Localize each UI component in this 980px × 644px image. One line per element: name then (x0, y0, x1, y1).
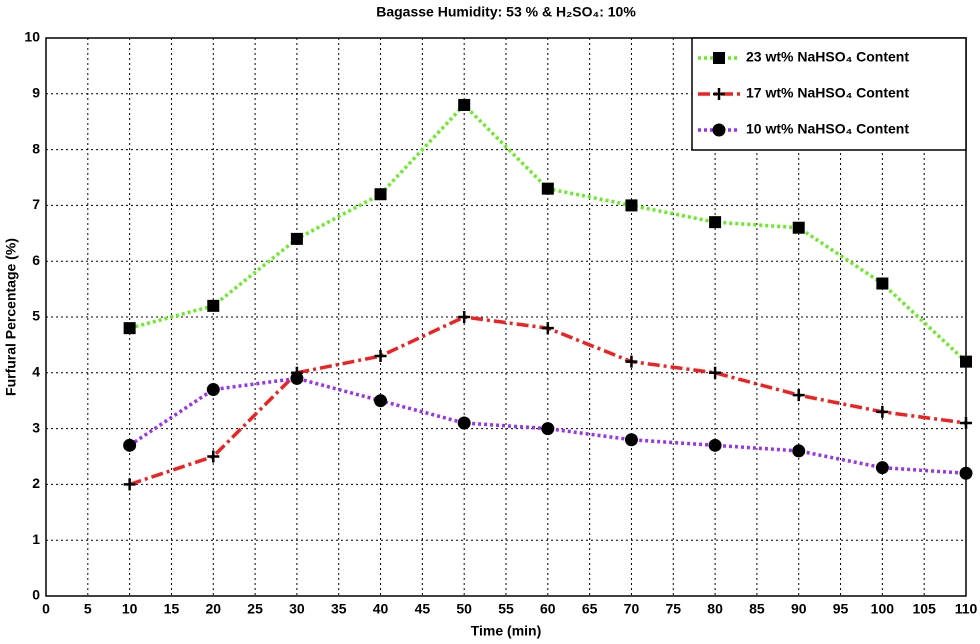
y-tick-label: 2 (32, 475, 40, 491)
x-axis-label: Time (min) (471, 623, 542, 639)
legend-label: 10 wt% NaHSO₄ Content (746, 121, 909, 137)
x-tick-label: 110 (955, 601, 978, 617)
marker (709, 216, 722, 229)
x-tick-label: 65 (582, 601, 598, 617)
marker (207, 450, 220, 463)
y-tick-label: 10 (24, 29, 40, 45)
x-tick-label: 95 (833, 601, 849, 617)
marker (207, 299, 220, 312)
x-tick-label: 30 (289, 601, 305, 617)
marker (458, 98, 471, 111)
y-tick-label: 6 (32, 252, 40, 268)
marker (708, 438, 722, 452)
y-tick-label: 9 (32, 85, 40, 101)
marker (290, 371, 304, 385)
y-tick-label: 1 (32, 531, 40, 547)
x-tick-label: 105 (913, 601, 937, 617)
marker (541, 182, 554, 195)
marker (374, 350, 387, 363)
x-tick-label: 55 (498, 601, 514, 617)
legend-marker (713, 88, 725, 100)
plot-frame (45, 37, 967, 597)
marker (875, 461, 889, 475)
marker (625, 355, 638, 368)
x-tick-label: 0 (42, 601, 50, 617)
marker (123, 438, 137, 452)
marker (960, 417, 972, 430)
x-tick-label: 15 (164, 601, 180, 617)
chart-title: Bagasse Humidity: 53 % & H₂SO₄: 10% (376, 4, 636, 20)
marker (792, 389, 805, 402)
x-tick-label: 10 (122, 601, 138, 617)
marker (792, 444, 806, 458)
x-tick-label: 35 (331, 601, 347, 617)
marker (960, 355, 972, 368)
marker (959, 466, 973, 480)
x-tick-label: 85 (749, 601, 765, 617)
marker (876, 405, 889, 418)
marker (625, 199, 638, 212)
legend-label: 17 wt% NaHSO₄ Content (746, 85, 909, 101)
y-tick-label: 7 (32, 196, 40, 212)
marker (123, 478, 136, 491)
y-tick-label: 0 (32, 587, 40, 603)
x-tick-label: 70 (624, 601, 640, 617)
x-tick-label: 50 (456, 601, 472, 617)
x-tick-label: 40 (373, 601, 389, 617)
marker (541, 422, 555, 436)
marker (206, 383, 220, 397)
x-tick-label: 90 (791, 601, 807, 617)
marker (457, 416, 471, 430)
x-tick-label: 5 (84, 601, 92, 617)
x-tick-label: 25 (247, 601, 263, 617)
x-tick-label: 60 (540, 601, 556, 617)
y-tick-label: 5 (32, 308, 40, 324)
x-tick-label: 20 (205, 601, 221, 617)
marker (374, 188, 387, 201)
x-tick-label: 45 (415, 601, 431, 617)
marker (792, 221, 805, 234)
series-line (128, 376, 967, 475)
y-tick-label: 4 (32, 364, 40, 380)
marker (709, 366, 722, 379)
legend-marker (713, 52, 725, 64)
x-tick-label: 75 (665, 601, 681, 617)
marker (290, 232, 303, 245)
marker (541, 322, 554, 335)
marker (374, 394, 388, 408)
y-tick-label: 8 (32, 140, 40, 156)
legend-marker (712, 123, 726, 137)
x-tick-label: 100 (871, 601, 895, 617)
marker (624, 433, 638, 447)
marker (458, 311, 471, 323)
y-tick-label: 3 (32, 419, 40, 435)
legend-label: 23 wt% NaHSO₄ Content (746, 49, 909, 65)
marker (876, 277, 889, 290)
marker (123, 322, 136, 335)
x-tick-label: 80 (707, 601, 723, 617)
y-axis-label: Furfural Percentage (%) (3, 238, 19, 396)
